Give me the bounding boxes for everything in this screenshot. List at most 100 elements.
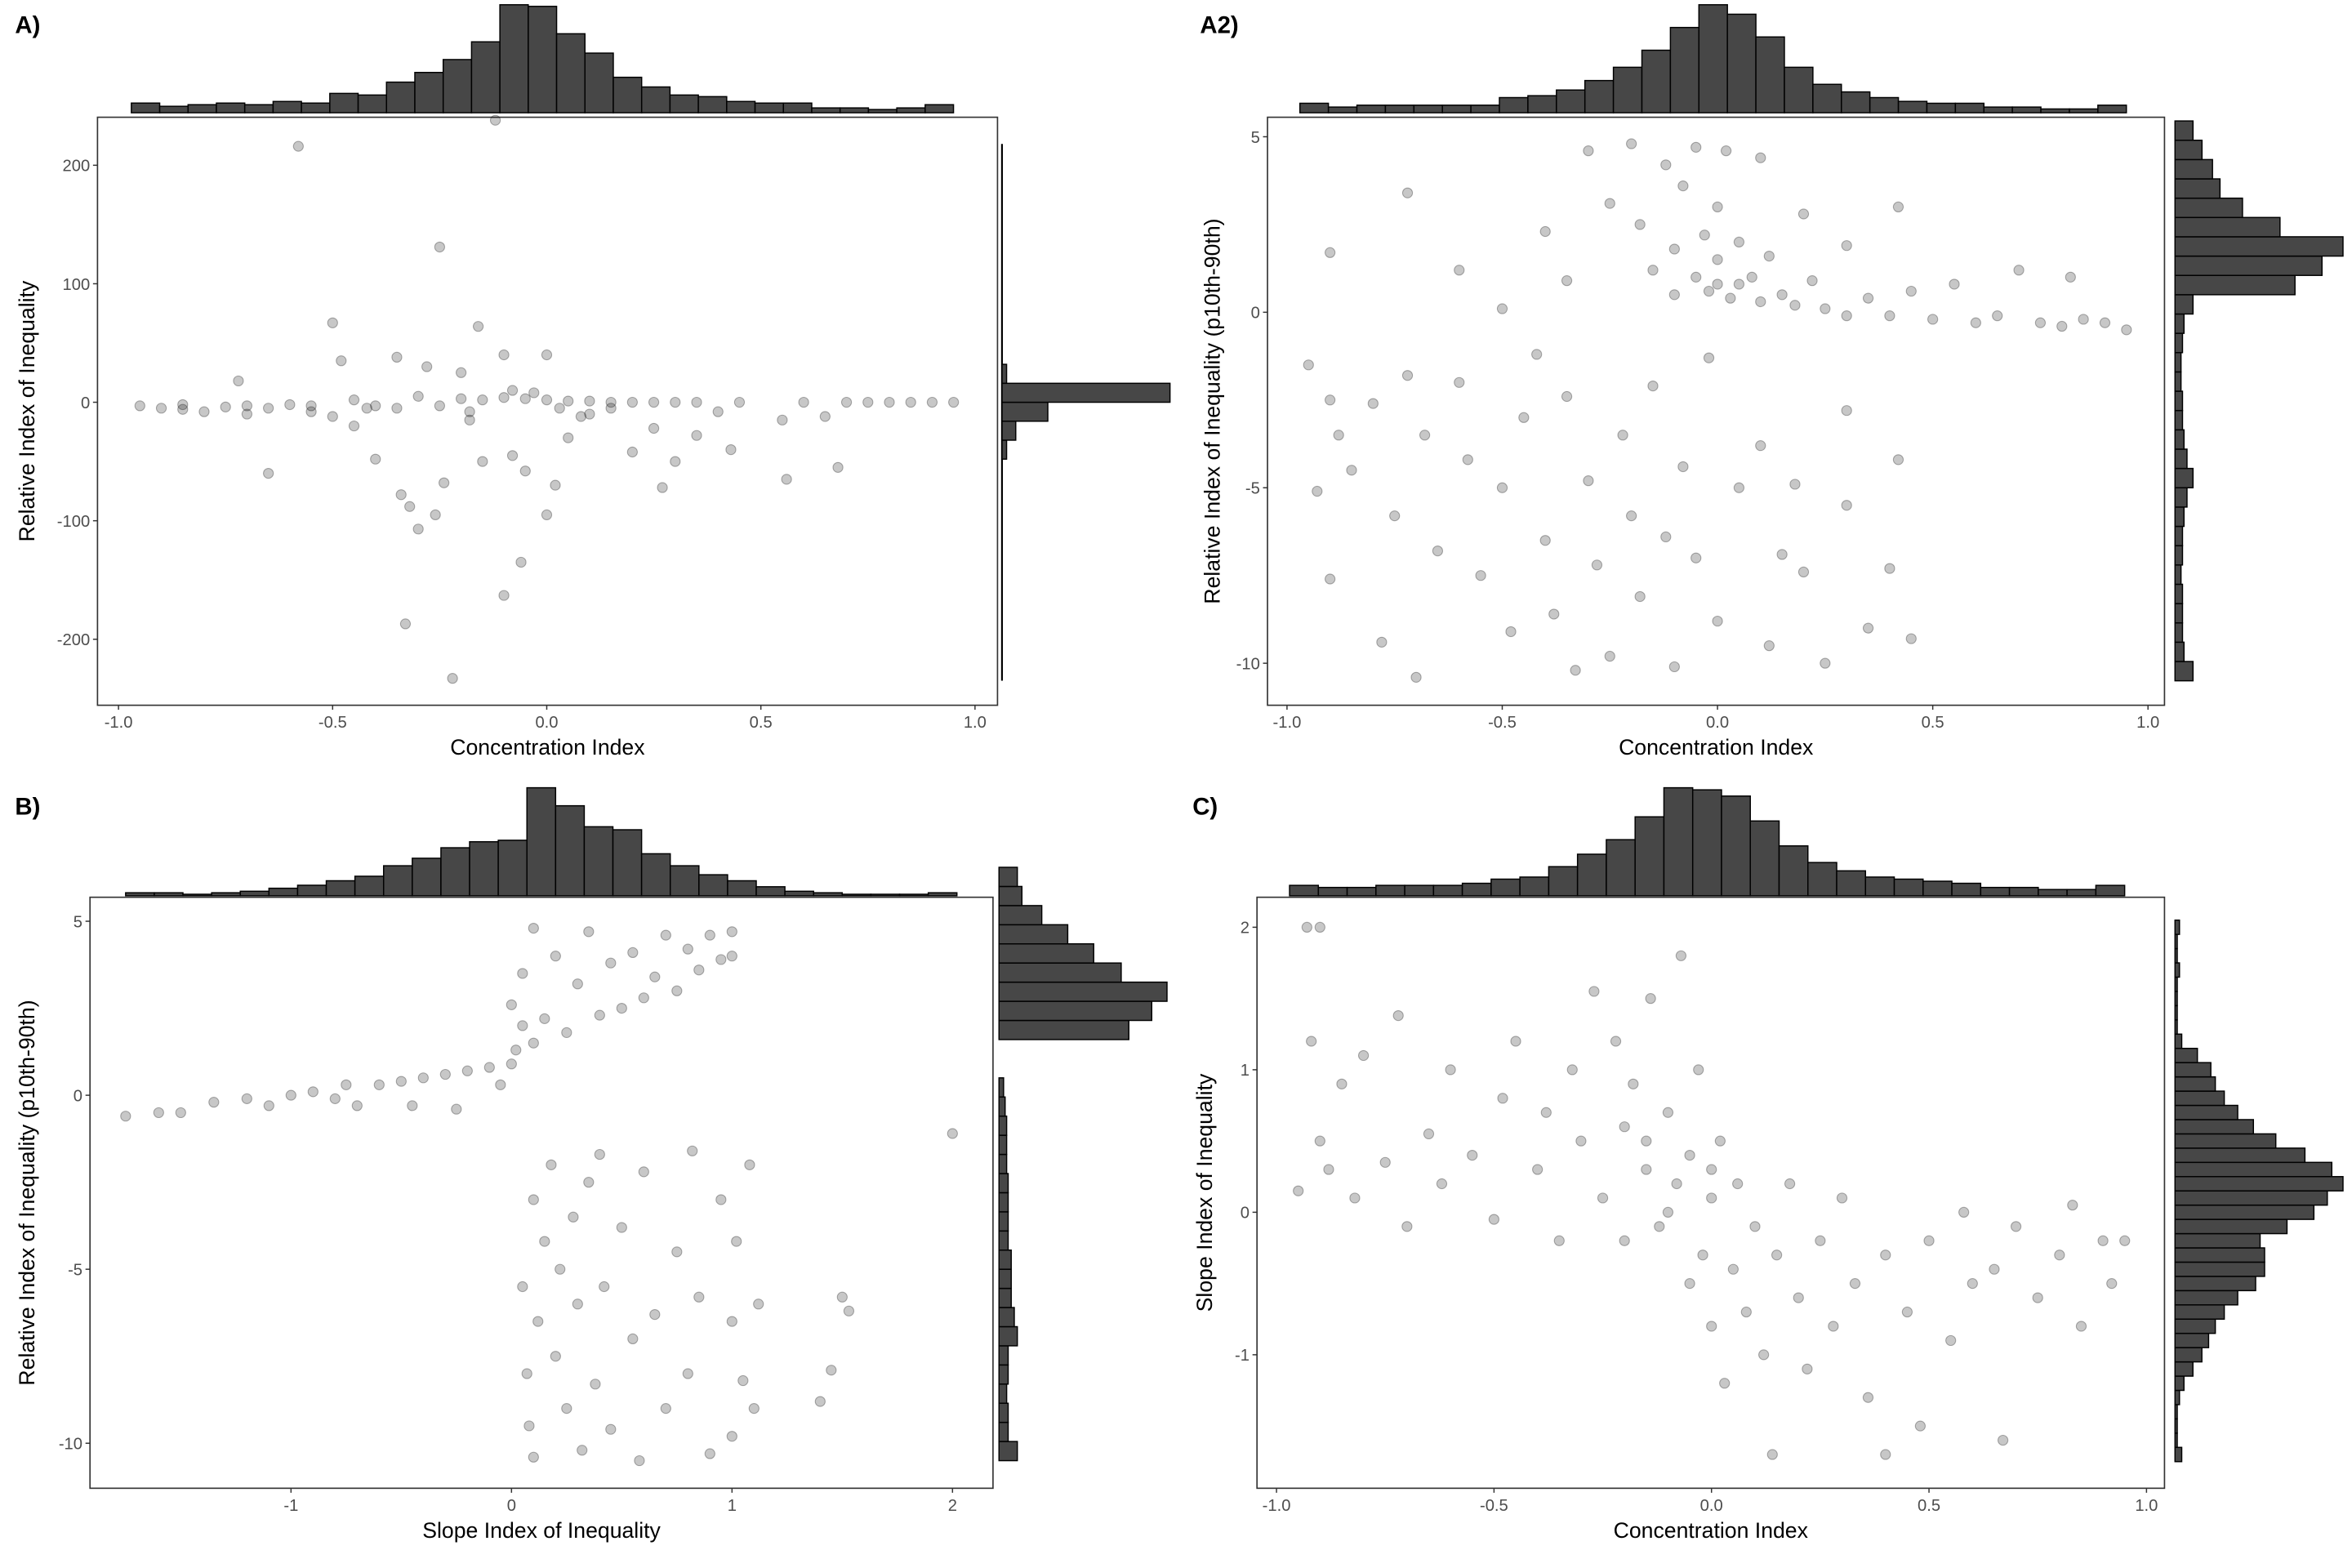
histogram-bar bbox=[2174, 1375, 2185, 1392]
data-point bbox=[599, 1281, 610, 1293]
y-tick-label: 5 bbox=[1251, 129, 1260, 147]
histogram-bar bbox=[2174, 1062, 2212, 1078]
data-point bbox=[1949, 278, 1960, 290]
y-tick-label: 100 bbox=[63, 276, 91, 294]
histogram-bar bbox=[268, 887, 299, 897]
data-point bbox=[814, 1396, 826, 1407]
x-axis-title: Concentration Index bbox=[1619, 735, 1814, 760]
histogram-bar bbox=[2174, 525, 2184, 546]
y-tick-label: -5 bbox=[1245, 480, 1260, 498]
data-point bbox=[1703, 352, 1715, 363]
data-point bbox=[1677, 180, 1689, 192]
y-tick-label: 200 bbox=[63, 158, 91, 176]
data-point bbox=[175, 1107, 186, 1119]
histogram-bar bbox=[2174, 448, 2188, 470]
data-point bbox=[517, 968, 528, 979]
x-tick-label: 0.5 bbox=[1918, 1497, 1940, 1515]
histogram-bar bbox=[2174, 236, 2344, 257]
histogram-bar bbox=[1001, 401, 1049, 422]
histogram-bar bbox=[1001, 421, 1017, 441]
data-point bbox=[1647, 265, 1659, 276]
histogram-bar bbox=[1001, 363, 1008, 385]
histogram-bar bbox=[442, 59, 473, 114]
histogram-bar bbox=[2174, 1190, 2328, 1206]
histogram-bar bbox=[2174, 1119, 2254, 1135]
histogram-bar bbox=[2174, 564, 2182, 586]
data-point bbox=[905, 396, 916, 408]
histogram-bar bbox=[2174, 1019, 2178, 1036]
data-point bbox=[1467, 1149, 1478, 1161]
data-point bbox=[498, 392, 510, 403]
data-point bbox=[605, 1423, 617, 1435]
data-point bbox=[1789, 300, 1801, 311]
y-tick-label: -100 bbox=[57, 513, 90, 531]
histogram-bar bbox=[2174, 1276, 2256, 1292]
x-tick-label: -1.0 bbox=[1273, 714, 1302, 732]
histogram-bar bbox=[813, 892, 844, 897]
data-point bbox=[407, 1100, 418, 1111]
histogram-bar bbox=[2174, 641, 2185, 662]
histogram-bar bbox=[1356, 105, 1387, 114]
data-point bbox=[660, 929, 671, 941]
x-tick-label: 0 bbox=[507, 1497, 516, 1515]
histogram-bar bbox=[125, 892, 155, 897]
histogram-bar bbox=[2174, 621, 2184, 644]
data-point bbox=[498, 590, 510, 601]
histogram-bar bbox=[2174, 294, 2194, 315]
data-point bbox=[2067, 1200, 2078, 1211]
histogram-bar bbox=[998, 1402, 1009, 1423]
data-point bbox=[1641, 1135, 1652, 1147]
histogram-bar bbox=[272, 100, 302, 114]
histogram-bar bbox=[998, 1000, 1153, 1022]
histogram-bar bbox=[2174, 1218, 2288, 1235]
data-point bbox=[391, 351, 403, 363]
histogram-bar bbox=[1519, 876, 1550, 897]
data-point bbox=[447, 673, 458, 684]
data-point bbox=[439, 477, 450, 488]
histogram-bar bbox=[998, 943, 1094, 964]
y-tick-label: -10 bbox=[1236, 655, 1260, 673]
data-point bbox=[517, 1020, 528, 1031]
data-point bbox=[1436, 1178, 1448, 1190]
histogram-bar bbox=[1749, 820, 1780, 897]
histogram-bar bbox=[1869, 96, 1900, 114]
data-point bbox=[1325, 573, 1336, 585]
data-point bbox=[1518, 412, 1530, 423]
x-tick-label: 0.5 bbox=[750, 714, 773, 732]
data-point bbox=[2121, 324, 2132, 336]
histogram-bar bbox=[211, 892, 241, 897]
data-point bbox=[1583, 145, 1594, 157]
histogram-bar bbox=[924, 104, 955, 114]
histogram-bar bbox=[896, 107, 926, 114]
x-tick-label: 0.0 bbox=[1706, 714, 1729, 732]
data-point bbox=[305, 400, 317, 412]
data-point bbox=[836, 1291, 848, 1303]
data-point bbox=[744, 1159, 755, 1170]
histogram-bar bbox=[1726, 13, 1757, 114]
data-point bbox=[1727, 1263, 1739, 1275]
data-point bbox=[1733, 482, 1745, 493]
histogram-bar bbox=[1641, 49, 1672, 114]
histogram-bar bbox=[2174, 1261, 2265, 1277]
histogram-bar bbox=[2174, 962, 2180, 978]
x-tick-label: 1.0 bbox=[2136, 714, 2159, 732]
x-tick-label: 1.0 bbox=[964, 714, 987, 732]
histogram-bar bbox=[526, 786, 557, 897]
data-point bbox=[1755, 296, 1766, 308]
histogram-bar bbox=[898, 893, 929, 897]
panel-4: C) -1.0 -0.5 0.0 0.5 1.0 -1 0 1 2 Concentration In… bbox=[1192, 786, 2344, 1543]
data-point bbox=[528, 1194, 539, 1205]
data-point bbox=[1423, 1128, 1435, 1140]
histogram-bar bbox=[698, 874, 728, 897]
data-point bbox=[1336, 1078, 1348, 1089]
histogram-bar bbox=[998, 885, 1023, 906]
data-point bbox=[1706, 1321, 1717, 1332]
histogram-bar bbox=[998, 1421, 1009, 1442]
histogram-bar bbox=[1441, 105, 1472, 114]
histogram-bar bbox=[2174, 976, 2178, 992]
data-point bbox=[506, 999, 517, 1010]
data-point bbox=[521, 1368, 532, 1379]
histogram-bar bbox=[2040, 108, 2070, 114]
histogram-bar bbox=[2069, 108, 2099, 114]
histogram-bar bbox=[2174, 506, 2185, 528]
